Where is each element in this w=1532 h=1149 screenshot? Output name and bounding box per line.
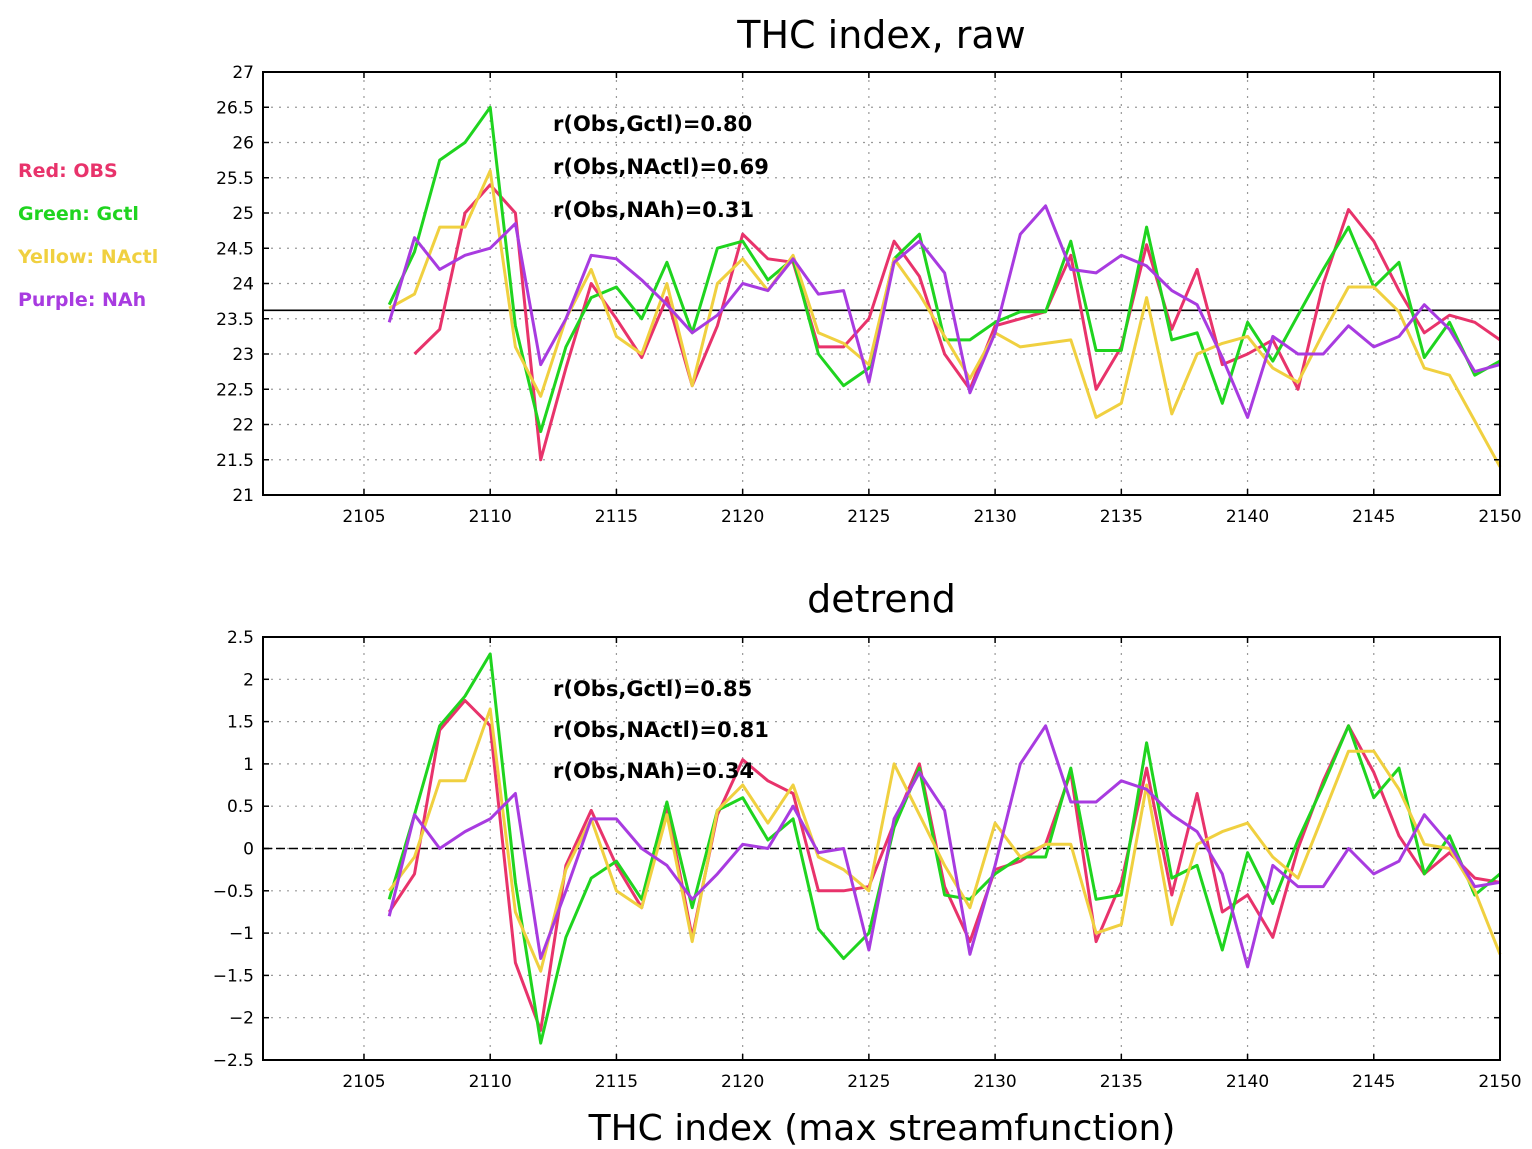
x-tick-label: 2130 bbox=[973, 507, 1016, 527]
y-tick-label: 25.5 bbox=[216, 169, 254, 189]
y-tick-label: 1 bbox=[243, 755, 254, 775]
x-tick-label: 2150 bbox=[1478, 507, 1521, 527]
x-tick-label: 2135 bbox=[1100, 507, 1143, 527]
y-tick-label: 24.5 bbox=[216, 239, 254, 259]
x-tick-label: 2140 bbox=[1226, 1072, 1269, 1092]
y-tick-label: −2 bbox=[229, 1009, 254, 1029]
y-tick-label: −2.5 bbox=[213, 1051, 254, 1071]
correlation-annotation: r(Obs,Gctl)=0.80 bbox=[553, 112, 752, 136]
y-tick-label: 0 bbox=[243, 840, 254, 860]
x-tick-label: 2145 bbox=[1352, 1072, 1395, 1092]
series-line-gctl bbox=[387, 105, 1501, 434]
x-tick-label: 2110 bbox=[469, 507, 512, 527]
series-line-gctl bbox=[387, 652, 1501, 1045]
series-line-nah bbox=[387, 724, 1501, 969]
x-tick-label: 2105 bbox=[342, 1072, 385, 1092]
series-line-obs bbox=[413, 183, 1501, 462]
y-tick-label: 21 bbox=[232, 486, 254, 506]
correlation-annotation: r(Obs,NAh)=0.34 bbox=[553, 759, 754, 783]
x-tick-label: 2105 bbox=[342, 507, 385, 527]
x-tick-label: 2125 bbox=[847, 1072, 890, 1092]
y-tick-label: 0.5 bbox=[227, 797, 254, 817]
series-line-nah bbox=[387, 204, 1501, 419]
y-tick-label: 21.5 bbox=[216, 451, 254, 471]
x-tick-label: 2150 bbox=[1478, 1072, 1521, 1092]
y-tick-label: 2 bbox=[243, 670, 254, 690]
chart-title: detrend bbox=[807, 577, 956, 621]
legend-item-obs: Red: OBS bbox=[18, 160, 118, 182]
y-tick-label: 23 bbox=[232, 345, 254, 365]
y-tick-label: 23.5 bbox=[216, 310, 254, 330]
y-tick-label: 26.5 bbox=[216, 98, 254, 118]
x-tick-label: 2115 bbox=[595, 507, 638, 527]
x-tick-label: 2120 bbox=[721, 1072, 764, 1092]
y-tick-label: −0.5 bbox=[213, 882, 254, 902]
x-tick-label: 2115 bbox=[595, 1072, 638, 1092]
x-tick-label: 2140 bbox=[1226, 507, 1269, 527]
correlation-annotation: r(Obs,NActl)=0.69 bbox=[553, 155, 769, 179]
y-tick-label: 22.5 bbox=[216, 380, 254, 400]
correlation-annotation: r(Obs,NAh)=0.31 bbox=[553, 198, 754, 222]
x-tick-label: 2125 bbox=[847, 507, 890, 527]
chart-panel-2: detrend 2105 2110 2115 2120 2125 2130 2135 2140 2… bbox=[213, 577, 1522, 1092]
x-tick-label: 2145 bbox=[1352, 507, 1395, 527]
legend-item-nah: Purple: NAh bbox=[18, 289, 147, 311]
series-line-nactl bbox=[387, 707, 1502, 973]
correlation-annotation: r(Obs,Gctl)=0.85 bbox=[553, 677, 752, 701]
legend-item-gctl: Green: Gctl bbox=[18, 203, 139, 225]
y-tick-label: −1.5 bbox=[213, 966, 254, 986]
y-tick-label: 27 bbox=[232, 63, 254, 83]
legend: Red: OBS Green: Gctl Yellow: NActl Purpl… bbox=[18, 150, 158, 322]
y-tick-label: 26 bbox=[232, 134, 254, 154]
x-tick-label: 2135 bbox=[1100, 1072, 1143, 1092]
y-tick-label: 2.5 bbox=[227, 628, 254, 648]
x-tick-label: 2110 bbox=[469, 1072, 512, 1092]
y-tick-label: 25 bbox=[232, 204, 254, 224]
y-tick-label: −1 bbox=[229, 924, 254, 944]
chart-title: THC index, raw bbox=[736, 13, 1026, 57]
legend-item-nactl: Yellow: NActl bbox=[18, 246, 159, 268]
correlation-annotation: r(Obs,NActl)=0.81 bbox=[553, 718, 769, 742]
y-tick-label: 24 bbox=[232, 275, 254, 295]
series-line-nactl bbox=[388, 169, 1502, 468]
y-tick-label: 22 bbox=[232, 416, 254, 436]
y-tick-label: 1.5 bbox=[227, 713, 254, 733]
x-tick-label: 2130 bbox=[973, 1072, 1016, 1092]
x-axis-title: THC index (max streamfunction) bbox=[588, 1108, 1176, 1149]
x-tick-label: 2120 bbox=[721, 507, 764, 527]
